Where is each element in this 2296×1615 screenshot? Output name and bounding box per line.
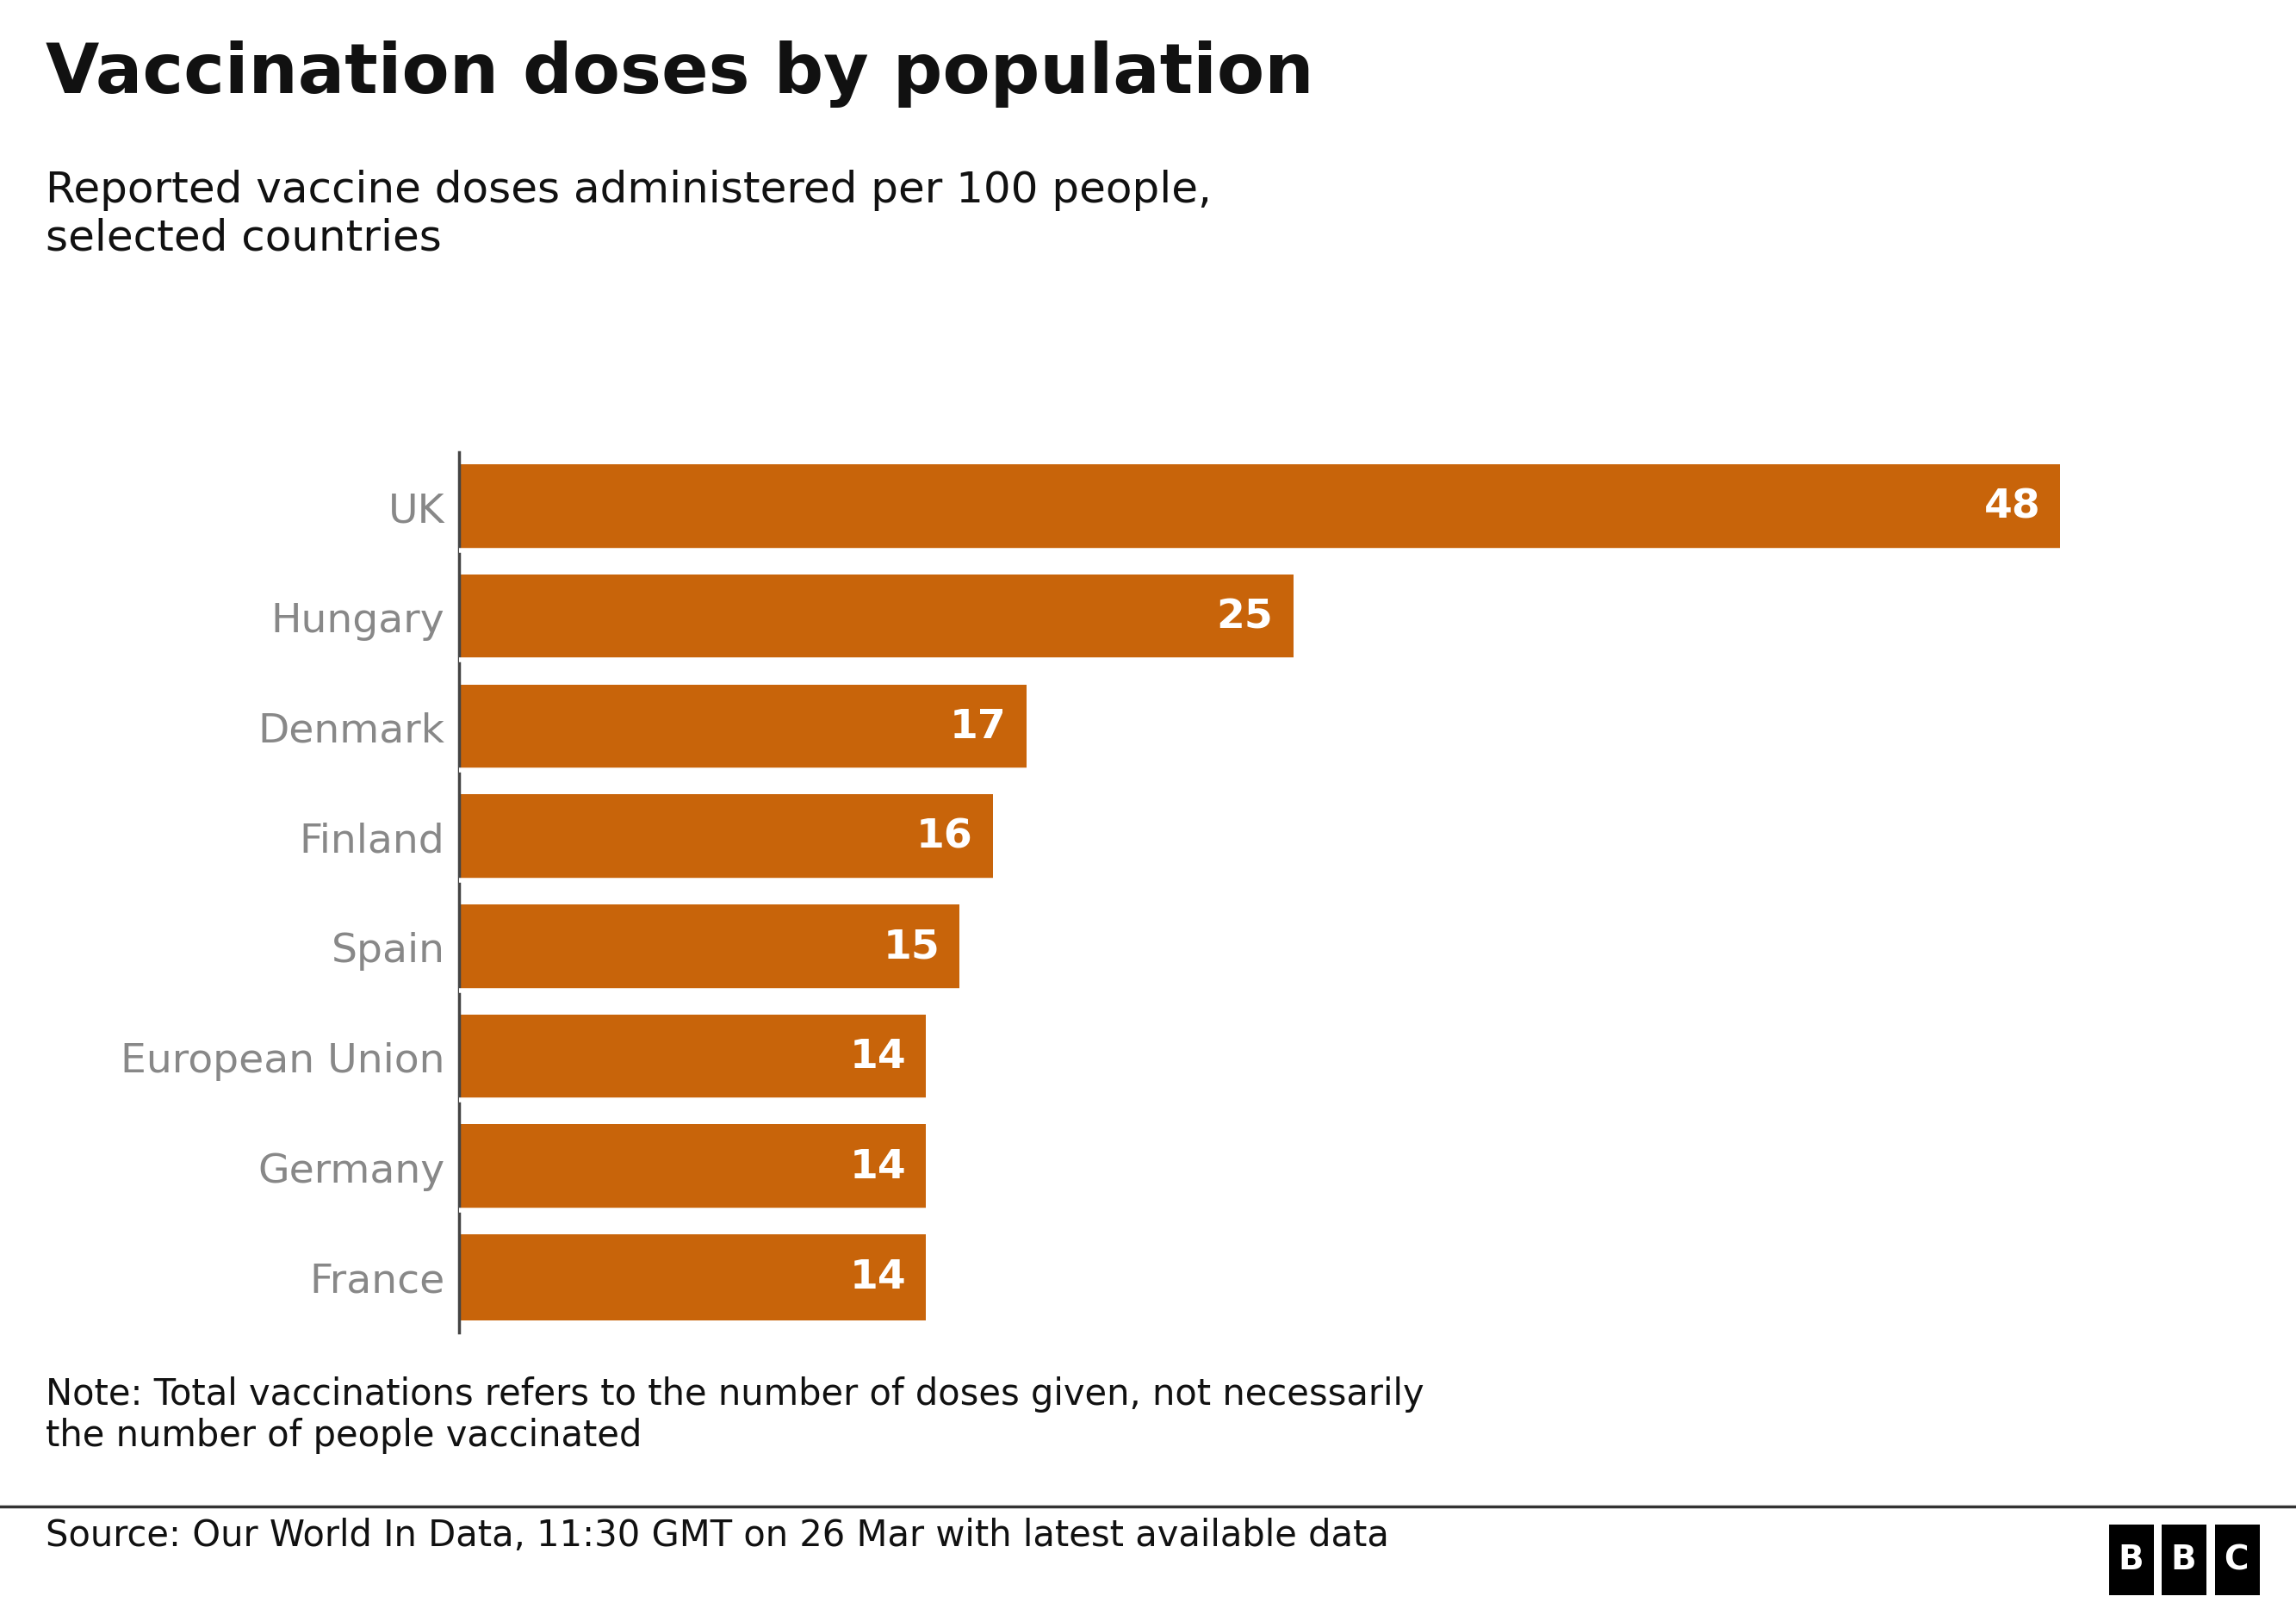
Text: C: C (2225, 1544, 2248, 1576)
Text: 14: 14 (850, 1038, 907, 1077)
Bar (459, 464, 2060, 551)
Text: 15: 15 (884, 929, 939, 967)
Bar (2163, 1525, 2206, 1596)
Text: Reported vaccine doses administered per 100 people,
selected countries: Reported vaccine doses administered per … (46, 170, 1212, 258)
Text: 14: 14 (850, 1258, 907, 1297)
Bar (459, 1124, 925, 1210)
Text: 48: 48 (1984, 488, 2041, 526)
Text: Source: Our World In Data, 11:30 GMT on 26 Mar with latest available data: Source: Our World In Data, 11:30 GMT on … (46, 1518, 1389, 1554)
Text: Vaccination doses by population: Vaccination doses by population (46, 40, 1313, 108)
Bar (2216, 1525, 2259, 1596)
Bar (2110, 1525, 2154, 1596)
Bar (459, 1014, 925, 1100)
Text: Note: Total vaccinations refers to the number of doses given, not necessarily
th: Note: Total vaccinations refers to the n… (46, 1376, 1424, 1454)
Bar (459, 1234, 925, 1321)
Text: 25: 25 (1217, 598, 1272, 636)
Text: 16: 16 (916, 817, 974, 856)
Text: 14: 14 (850, 1148, 907, 1187)
Text: B: B (2170, 1544, 2197, 1576)
Bar (459, 904, 960, 990)
Text: B: B (2117, 1544, 2144, 1576)
Bar (459, 575, 1293, 661)
Text: 17: 17 (951, 707, 1006, 746)
Bar (459, 685, 1026, 770)
Bar (459, 795, 992, 880)
